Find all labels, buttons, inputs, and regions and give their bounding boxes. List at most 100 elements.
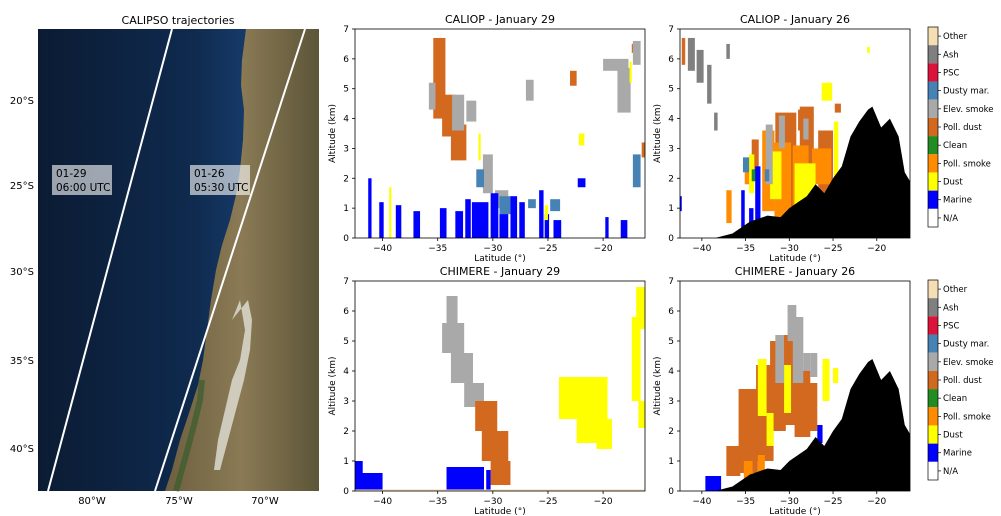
- aerosol-cell-ash: [714, 112, 718, 131]
- y-axis-label: Altitude (km): [653, 356, 663, 415]
- y-tick-label: 5: [668, 85, 674, 95]
- aerosol-cell-poll-dust: [738, 389, 758, 473]
- chart-caliop-jan29: −40 −35 −30 −25 −20 0 1 2 3 4 5 6 7 CALIOP - January …: [328, 13, 646, 264]
- aerosol-cell-marine: [620, 220, 628, 238]
- track-time-0129: 06:00 UTC: [56, 182, 110, 194]
- y-tick-label: 4: [343, 367, 349, 377]
- aerosol-cell-marine: [413, 211, 421, 238]
- legend-label: Poll. dust: [943, 376, 982, 386]
- x-tick-label: −25: [538, 244, 557, 254]
- aerosol-cell-ash: [687, 37, 695, 71]
- map-panel: CALIPSO trajectories 01-29 06:00 UTC 01-…: [10, 14, 319, 507]
- y-tick-label: 2: [343, 427, 349, 437]
- aerosol-cell-marine: [817, 425, 823, 443]
- x-tick-label: −40: [373, 244, 392, 254]
- aerosol-cell-dust: [770, 151, 782, 200]
- x-tick-label: −35: [428, 244, 447, 254]
- legend-swatch: [928, 389, 938, 408]
- legend-swatch: [928, 208, 938, 227]
- legend-swatch: [928, 334, 938, 353]
- lat-label: 40°S: [10, 444, 34, 455]
- aerosol-cell-elev-smoke: [803, 118, 809, 140]
- y-tick-label: 5: [343, 337, 349, 347]
- y-tick-label: 6: [668, 55, 674, 65]
- aerosol-cell-elev-smoke: [466, 100, 477, 122]
- aerosol-cell-marine: [455, 211, 464, 238]
- aerosol-cell-ash: [696, 49, 704, 83]
- chart-chimere-jan29: −40 −35 −30 −25 −20 0 1 2 3 4 5 6 7 CHIMERE - January…: [328, 265, 646, 516]
- map-snow-andes: [214, 300, 252, 470]
- aerosol-cell-poll-smoke: [743, 461, 753, 482]
- aerosol-cell-elev-smoke: [810, 353, 818, 377]
- track-date-0126: 01-26: [194, 168, 225, 180]
- legend-label: N/A: [943, 467, 958, 477]
- aerosol-cell-dust: [478, 133, 481, 161]
- legend-label: Poll. dust: [943, 123, 982, 133]
- aerosol-cell-poll-dust: [481, 431, 509, 461]
- y-tick-label: 4: [668, 367, 674, 377]
- y-axis-label: Altitude (km): [653, 104, 663, 163]
- lat-label: 25°S: [10, 181, 34, 192]
- track-time-0126: 05:30 UTC: [194, 182, 248, 194]
- y-tick-label: 1: [668, 204, 674, 214]
- legend-swatch: [928, 99, 938, 118]
- y-tick-label: 6: [668, 307, 674, 317]
- legend-swatch: [928, 425, 938, 444]
- aerosol-cell-marine: [499, 214, 509, 238]
- y-tick-label: 5: [668, 337, 674, 347]
- aerosol-cell-marine: [368, 178, 372, 238]
- legend-swatch: [928, 280, 938, 299]
- legend-swatch: [928, 45, 938, 64]
- aerosol-cell-dusty-mar: [742, 157, 750, 173]
- y-tick-label: 2: [343, 174, 349, 184]
- y-tick-label: 3: [343, 144, 349, 154]
- y-tick-label: 2: [668, 427, 674, 437]
- aerosol-cell-dusty-mar: [499, 196, 511, 215]
- aerosol-cell-dust: [822, 359, 830, 401]
- legend-swatch: [928, 461, 938, 480]
- aerosol-cell-dust: [821, 82, 833, 101]
- aerosol-cell-marine: [490, 193, 499, 238]
- x-tick-label: −30: [780, 244, 799, 254]
- legend-label: Clean: [943, 394, 967, 404]
- legend-frame: [927, 279, 939, 481]
- aerosol-cell-marine: [741, 190, 745, 238]
- x-tick-label: −20: [594, 497, 613, 507]
- x-tick-label: −30: [483, 497, 502, 507]
- x-tick-label: −20: [867, 244, 886, 254]
- lat-label: 20°S: [10, 96, 34, 107]
- chart-title: CALIOP - January 26: [740, 13, 850, 26]
- aerosol-cell-elev-smoke: [450, 353, 473, 383]
- x-tick-label: −35: [736, 244, 755, 254]
- x-tick-label: −30: [483, 244, 502, 254]
- track-line-0129: [47, 28, 173, 492]
- legend-swatch: [928, 172, 938, 191]
- legend-label: Other: [943, 285, 968, 295]
- legend-swatch: [928, 316, 938, 335]
- aerosol-cell-dust: [867, 46, 870, 53]
- track-label-box-0126: [190, 165, 250, 195]
- aerosol-cell-elev-smoke: [778, 115, 785, 149]
- aerosol-cell-dusty-mar: [550, 199, 561, 212]
- aerosol-cell-poll-dust: [751, 139, 759, 179]
- aerosol-cell-marine: [519, 202, 525, 238]
- chart-title: CALIOP - January 29: [445, 13, 555, 26]
- aerosol-cell-poll-dust: [450, 124, 467, 161]
- aerosol-cell-dust: [638, 401, 645, 428]
- map-land: [165, 29, 319, 491]
- x-tick-label: −40: [692, 244, 711, 254]
- aerosol-cell-ash: [726, 43, 730, 59]
- y-tick-label: 4: [343, 115, 349, 125]
- aerosol-cell-elev-smoke: [428, 82, 436, 110]
- aerosol-cell-poll-dust: [641, 142, 645, 158]
- aerosol-cell-poll-smoke: [726, 190, 732, 224]
- legend-frame: [927, 26, 939, 228]
- plot-frame: [354, 28, 646, 239]
- y-tick-label: 1: [343, 457, 349, 467]
- y-tick-label: 0: [668, 234, 674, 244]
- aerosol-cell-elev-smoke: [482, 154, 493, 194]
- track-label-box-0129: [52, 165, 112, 195]
- legend-label: Marine: [943, 449, 972, 459]
- legend-swatch: [928, 407, 938, 426]
- legend-label: Poll. smoke: [943, 159, 991, 169]
